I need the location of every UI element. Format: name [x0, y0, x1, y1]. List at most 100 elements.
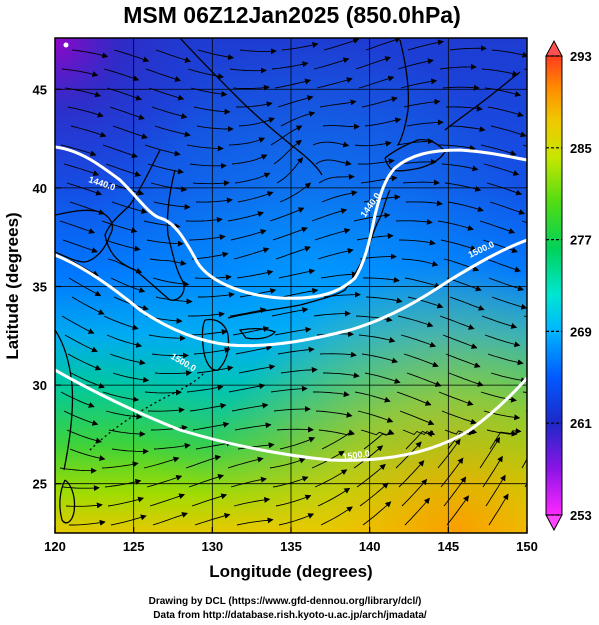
- coastline-korea: [104, 149, 185, 301]
- streamline: [106, 87, 143, 101]
- streamline: [103, 315, 139, 331]
- streamline: [269, 457, 306, 469]
- streamline: [59, 220, 96, 234]
- streamline: [363, 276, 400, 283]
- streamline: [355, 315, 393, 323]
- y-tick-label: 40: [33, 181, 47, 196]
- streamline: [315, 159, 352, 167]
- streamline: [154, 370, 192, 377]
- streamline: [316, 77, 353, 89]
- streamline: [151, 106, 188, 119]
- streamline: [274, 326, 312, 336]
- streamline: [359, 482, 389, 507]
- streamline: [354, 391, 391, 403]
- streamline: [521, 458, 527, 469]
- streamline: [439, 315, 475, 330]
- streamline: [485, 474, 506, 507]
- contour-1440-north: [55, 145, 527, 300]
- colorbar-min-arrow: [545, 514, 563, 532]
- streamline: [364, 372, 401, 384]
- streamline: [112, 372, 150, 383]
- streamline: [143, 456, 180, 469]
- streamline: [273, 139, 303, 165]
- streamline: [322, 123, 360, 130]
- streamline: [353, 445, 384, 469]
- streamline: [280, 366, 318, 374]
- max-marker: [63, 42, 69, 48]
- streamline: [63, 410, 99, 426]
- streamline: [66, 182, 103, 196]
- streamline: [480, 144, 517, 156]
- coastline-asia-mainland: [55, 209, 114, 263]
- streamline: [148, 334, 186, 342]
- streamline: [188, 474, 225, 488]
- streamline: [186, 144, 224, 152]
- x-tick-label: 135: [280, 539, 302, 554]
- streamline: [444, 182, 482, 192]
- streamline: [491, 49, 527, 58]
- streamline: [397, 58, 434, 70]
- coastline-kyushu: [201, 318, 230, 371]
- streamline: [401, 478, 428, 507]
- streamline: [60, 391, 95, 408]
- streamline: [144, 144, 181, 157]
- colorbar-tick-label: 285: [570, 141, 592, 156]
- x-tick-label: 125: [123, 539, 145, 554]
- streamline: [317, 248, 354, 260]
- streamline: [395, 218, 433, 225]
- streamline: [528, 474, 545, 506]
- streamline: [483, 163, 520, 176]
- streamline: [321, 429, 355, 450]
- streamline: [487, 353, 524, 366]
- streamline: [234, 172, 271, 184]
- streamline: [281, 42, 319, 51]
- streamline: [232, 84, 270, 91]
- streamline: [233, 496, 271, 507]
- streamline: [406, 372, 442, 387]
- streamline: [150, 424, 188, 431]
- streamline: [400, 334, 437, 348]
- streamline: [272, 226, 308, 241]
- streamline: [438, 391, 474, 406]
- streamline: [269, 207, 305, 222]
- streamline: [442, 84, 480, 91]
- streamline: [448, 372, 484, 387]
- streamline: [230, 229, 267, 241]
- streamline: [438, 144, 476, 151]
- streamline: [486, 182, 523, 196]
- streamline: [111, 201, 148, 214]
- streamline: [238, 364, 276, 374]
- streamline: [149, 258, 187, 266]
- streamline: [63, 163, 100, 177]
- streamline: [70, 125, 107, 138]
- streamline: [112, 125, 148, 140]
- streamline: [146, 239, 184, 247]
- streamline: [152, 277, 190, 287]
- coastline-shikoku: [238, 328, 277, 340]
- streamline: [110, 277, 146, 293]
- streamline: [105, 410, 143, 420]
- x-tick-label: 120: [44, 539, 66, 554]
- colorbar-max-arrow: [545, 39, 563, 57]
- streamline: [271, 307, 309, 317]
- streamline: [312, 141, 350, 148]
- streamline: [313, 310, 351, 317]
- streamline: [484, 87, 522, 97]
- streamline: [229, 67, 267, 74]
- streamline: [150, 182, 188, 193]
- streamline: [144, 389, 182, 396]
- streamline: [313, 57, 350, 70]
- streamline: [68, 277, 102, 297]
- streamline: [154, 125, 191, 138]
- coastline-taiwan: [59, 479, 76, 524]
- streamline: [396, 138, 434, 146]
- streamline: [488, 277, 525, 292]
- x-tick-label: 150: [516, 539, 538, 554]
- streamline: [365, 296, 403, 304]
- streamline: [358, 75, 395, 89]
- streamline: [280, 111, 316, 127]
- streamline: [447, 201, 484, 212]
- streamline: [358, 334, 396, 343]
- streamline: [272, 476, 309, 488]
- streamline: [323, 372, 360, 379]
